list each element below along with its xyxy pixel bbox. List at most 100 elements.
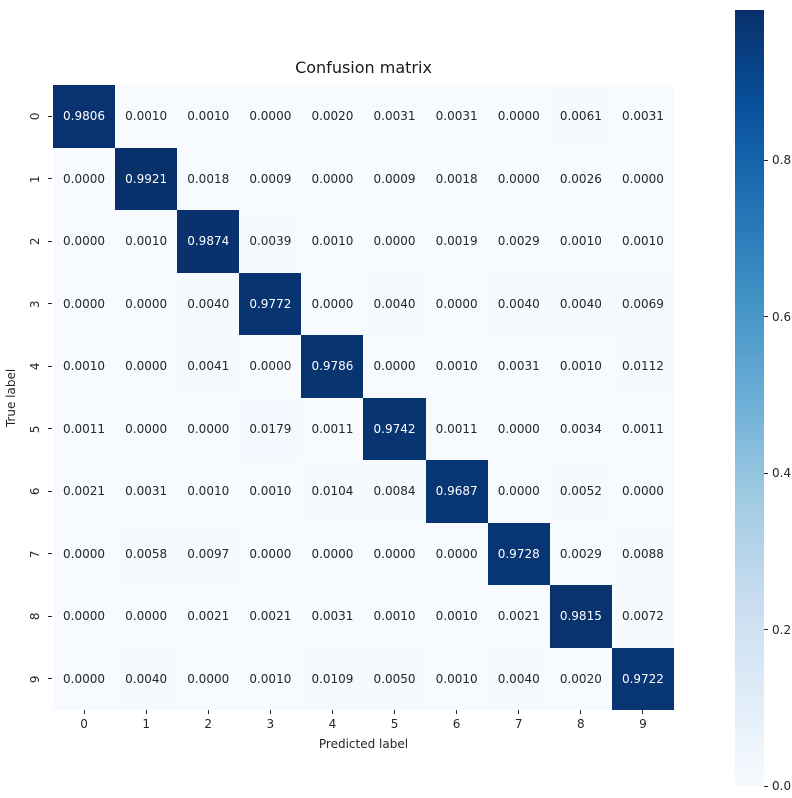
heatmap-grid: 0.9806 0.0010 0.0010 0.0000 0.0020 0.0031 0.00… (53, 85, 674, 710)
heatmap-cell: 0.0000 (301, 147, 364, 210)
heatmap-cell: 0.0040 (487, 272, 550, 335)
heatmap-cell: 0.0020 (549, 647, 612, 710)
colorbar: 0.0 0.2 0.4 0.6 0.8 (735, 10, 791, 793)
heatmap-cell: 0.0000 (115, 585, 178, 648)
heatmap-cell: 0.0000 (53, 147, 116, 210)
heatmap-cell: 0.0010 (363, 585, 426, 648)
heatmap-cell: 0.0031 (363, 85, 426, 148)
heatmap-cell: 0.0000 (239, 85, 302, 148)
y-axis-tick-marks (48, 85, 53, 710)
heatmap-cell: 0.0021 (53, 460, 116, 523)
heatmap-cell: 0.0010 (611, 210, 674, 273)
chart-title: Confusion matrix (295, 58, 432, 77)
heatmap-cell: 0.0010 (115, 210, 178, 273)
heatmap-cell: 0.0112 (611, 335, 674, 398)
heatmap-cell: 0.0011 (425, 397, 488, 460)
heatmap-cell: 0.9772 (239, 272, 302, 335)
heatmap-cell: 0.9874 (177, 210, 240, 273)
y-tick-mark (48, 553, 52, 555)
x-tick-label: 5 (390, 717, 399, 731)
heatmap-cell: 0.0040 (177, 272, 240, 335)
heatmap-cell: 0.0009 (239, 147, 302, 210)
heatmap-cell: 0.9722 (611, 647, 674, 710)
heatmap-cell: 0.0021 (487, 585, 550, 648)
x-tick-label: 3 (266, 717, 275, 731)
heatmap-cell: 0.0010 (115, 85, 178, 148)
colorbar-tick-label: 0.2 (772, 622, 792, 637)
heatmap-cell: 0.0109 (301, 647, 364, 710)
x-tick-label: 9 (639, 717, 647, 731)
heatmap-cell: 0.0018 (425, 147, 488, 210)
heatmap-cell: 0.0010 (177, 460, 240, 523)
heatmap-cell: 0.0097 (177, 522, 240, 585)
heatmap-cell: 0.0000 (239, 522, 302, 585)
x-tick-mark (580, 710, 582, 714)
heatmap-cell: 0.0000 (425, 522, 488, 585)
y-tick-mark (48, 428, 52, 430)
heatmap-cell: 0.0026 (549, 147, 612, 210)
heatmap-cell: 0.0011 (301, 397, 364, 460)
heatmap-cell: 0.0000 (53, 272, 116, 335)
heatmap-cell: 0.0034 (549, 397, 612, 460)
x-tick-label: 2 (204, 717, 213, 731)
y-axis-label-text: True label (4, 368, 19, 427)
x-tick-label: 8 (576, 717, 585, 731)
heatmap-cell: 0.0010 (53, 335, 116, 398)
heatmap-cell: 0.0010 (425, 335, 488, 398)
heatmap-cell: 0.0010 (549, 210, 612, 273)
heatmap-cell: 0.0010 (177, 85, 240, 148)
colorbar-tick-mark (764, 785, 768, 787)
heatmap-cell: 0.9687 (425, 460, 488, 523)
heatmap-cell: 0.9742 (363, 397, 426, 460)
heatmap-cell: 0.0000 (177, 397, 240, 460)
heatmap-cell: 0.0072 (611, 585, 674, 648)
heatmap-cell: 0.0052 (549, 460, 612, 523)
x-tick-mark (394, 710, 396, 714)
x-tick-mark (331, 710, 333, 714)
heatmap-cell: 0.0000 (611, 147, 674, 210)
heatmap-cell: 0.0039 (239, 210, 302, 273)
heatmap-cell: 0.0040 (363, 272, 426, 335)
colorbar-tick-label: 0.4 (772, 466, 792, 481)
x-tick-mark (518, 710, 520, 714)
colorbar-tick-mark (764, 472, 768, 474)
colorbar-tick-label: 0.0 (772, 779, 792, 793)
heatmap-cell: 0.0000 (487, 147, 550, 210)
colorbar-gradient (735, 10, 764, 786)
heatmap-cell: 0.0019 (425, 210, 488, 273)
heatmap-cell: 0.0000 (363, 210, 426, 273)
heatmap-cell: 0.9921 (115, 147, 178, 210)
heatmap-cell: 0.0104 (301, 460, 364, 523)
heatmap-cell: 0.0040 (487, 647, 550, 710)
x-tick-label: 1 (142, 717, 150, 731)
y-tick-mark (48, 490, 52, 492)
x-tick-label: 4 (328, 717, 337, 731)
x-tick-label: 7 (514, 717, 523, 731)
heatmap-cell: 0.0000 (301, 522, 364, 585)
heatmap-cell: 0.0000 (115, 272, 178, 335)
x-tick-mark (642, 710, 644, 714)
x-tick-label: 0 (80, 717, 88, 731)
heatmap-cell: 0.0088 (611, 522, 674, 585)
heatmap-cell: 0.0000 (177, 647, 240, 710)
x-tick-label: 6 (452, 717, 461, 731)
y-tick-mark (48, 365, 52, 367)
heatmap-cell: 0.0000 (301, 272, 364, 335)
y-tick-mark (48, 303, 52, 305)
colorbar-tick-label: 0.6 (772, 309, 792, 324)
heatmap-cell: 0.0029 (487, 210, 550, 273)
colorbar-tick-mark (764, 159, 768, 161)
heatmap-cell: 0.0000 (363, 522, 426, 585)
x-tick-mark (269, 710, 271, 714)
heatmap-cell: 0.0069 (611, 272, 674, 335)
heatmap-cell: 0.0000 (53, 210, 116, 273)
colorbar-tick-mark (764, 629, 768, 631)
heatmap-cell: 0.0031 (301, 585, 364, 648)
heatmap-cell: 0.9786 (301, 335, 364, 398)
heatmap-cell: 0.0010 (301, 210, 364, 273)
heatmap-cell: 0.0029 (549, 522, 612, 585)
heatmap-cell: 0.0021 (239, 585, 302, 648)
heatmap-cell: 0.0041 (177, 335, 240, 398)
heatmap-cell: 0.0031 (115, 460, 178, 523)
heatmap-cell: 0.0000 (115, 397, 178, 460)
